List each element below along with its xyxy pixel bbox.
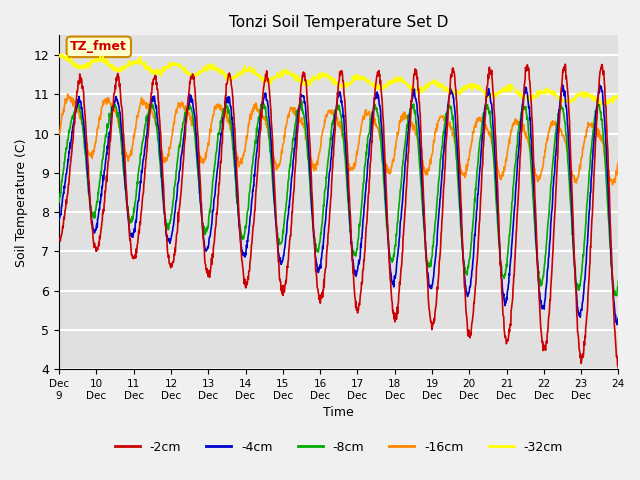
- Text: TZ_fmet: TZ_fmet: [70, 40, 127, 53]
- Title: Tonzi Soil Temperature Set D: Tonzi Soil Temperature Set D: [229, 15, 449, 30]
- Y-axis label: Soil Temperature (C): Soil Temperature (C): [15, 138, 28, 266]
- X-axis label: Time: Time: [323, 406, 354, 419]
- Legend: -2cm, -4cm, -8cm, -16cm, -32cm: -2cm, -4cm, -8cm, -16cm, -32cm: [109, 435, 568, 458]
